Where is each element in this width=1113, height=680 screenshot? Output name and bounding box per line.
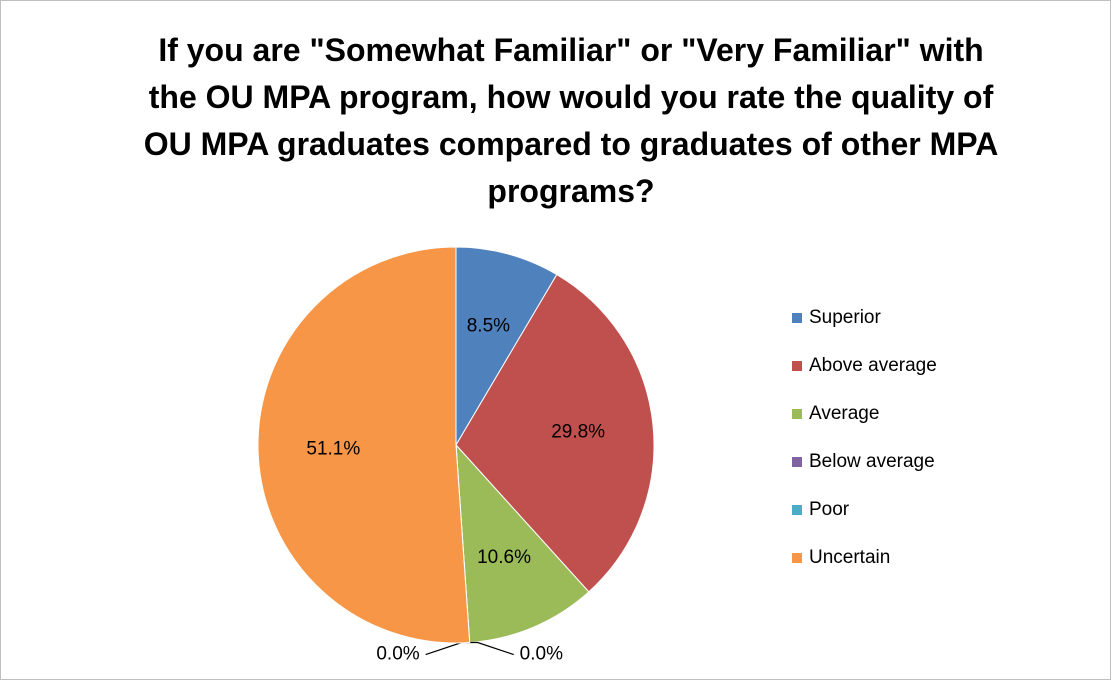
data-label: 10.6% <box>477 547 531 568</box>
leader-line <box>425 641 470 656</box>
legend-swatch <box>792 313 802 323</box>
chart-title: If you are "Somewhat Familiar" or "Very … <box>143 32 999 209</box>
legend-label: Uncertain <box>809 547 890 568</box>
legend-label: Poor <box>809 499 850 520</box>
legend-swatch <box>792 553 802 563</box>
data-label: 51.1% <box>306 438 360 459</box>
legend-swatch <box>792 457 802 467</box>
data-label: 0.0% <box>376 644 419 660</box>
legend-label: Below average <box>809 451 935 472</box>
legend-label: Average <box>809 403 879 424</box>
pie-slice <box>455 246 558 447</box>
legend-swatch <box>792 505 802 515</box>
pie-slice <box>257 246 471 644</box>
pie-slice <box>455 443 590 644</box>
data-label: 29.8% <box>551 422 605 443</box>
leader-line <box>469 641 514 656</box>
legend-swatch <box>792 409 802 419</box>
legend-swatch <box>792 361 802 371</box>
legend-label: Superior <box>809 307 881 328</box>
legend-label: Above average <box>809 355 937 376</box>
pie-slice <box>455 273 655 593</box>
data-label: 0.0% <box>520 644 563 660</box>
chart: 8.5% 29.8% 10.6% 0.0% 0.0% 51.1% Superior Above… <box>257 246 937 660</box>
data-label: 8.5% <box>467 316 510 337</box>
